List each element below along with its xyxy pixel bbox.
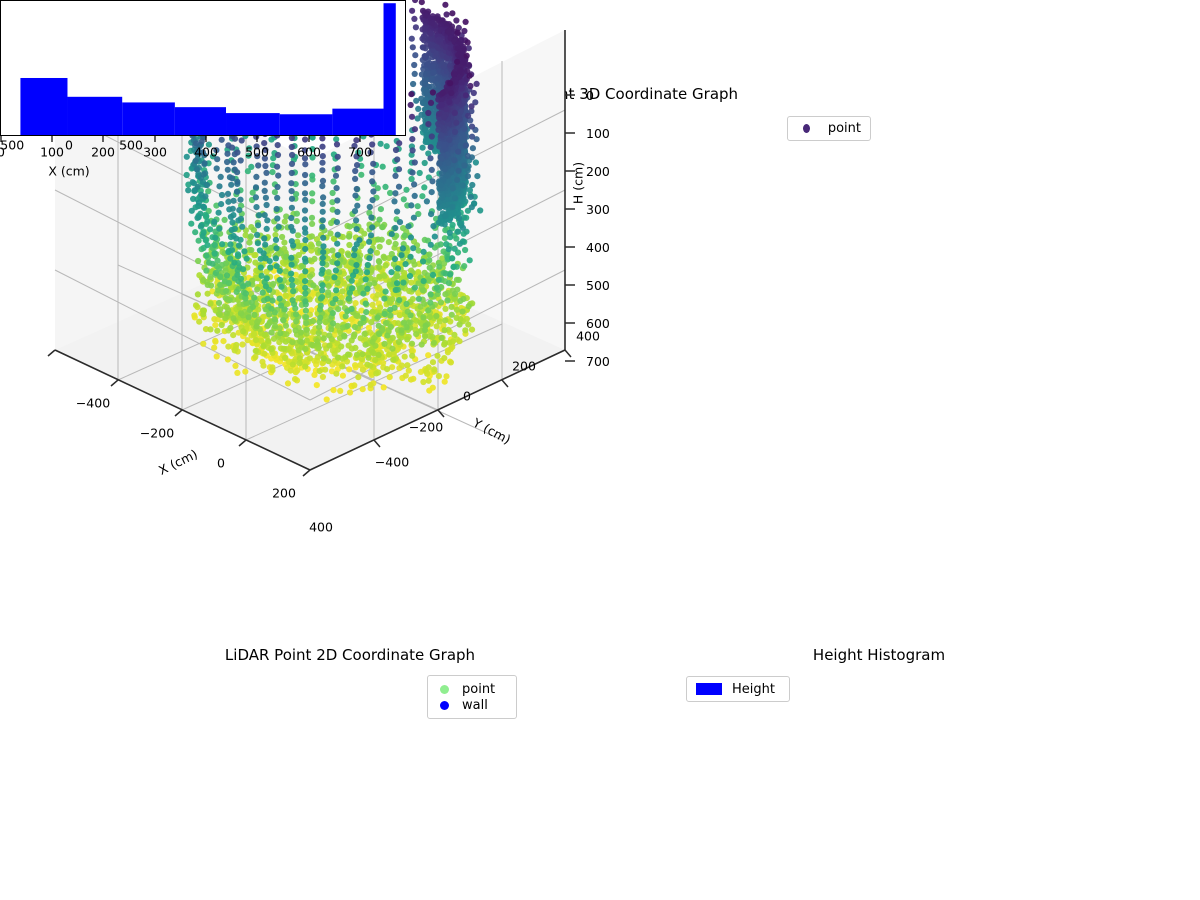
- histogram-legend[interactable]: Height: [686, 676, 790, 702]
- legend-item-point: point: [797, 121, 861, 136]
- plot2d-xaxis-label: X (cm): [48, 163, 90, 179]
- legend-item-height: Height: [696, 682, 780, 697]
- point-marker-icon: [440, 684, 449, 694]
- plot3d-htick-1: 100: [586, 126, 610, 141]
- axis-spines: [54, 30, 566, 471]
- legend-label-point-2d: point: [462, 681, 496, 697]
- plot2d-axes[interactable]: 500 0 −500 −500 0 500 X (cm) Y (cm): [0, 0, 143, 628]
- legend-label-point: point: [827, 121, 861, 136]
- legend-label-wall: wall: [462, 697, 488, 713]
- plot3d-xtick-0: −400: [75, 395, 111, 411]
- plot3d-xtick-1: −200: [139, 425, 175, 441]
- plot3d-htick-3: 300: [586, 202, 610, 217]
- legend-item-point-2d: point: [437, 681, 507, 697]
- plot3d-xtick-2: 0: [217, 455, 225, 471]
- histogram-xtick-0: 0: [0, 144, 5, 160]
- plot3d-htick-5: 500: [586, 278, 610, 293]
- plot3d-ytick-2: 0: [463, 388, 471, 404]
- plot3d-ytick-4: 400: [576, 328, 600, 344]
- plot3d-legend[interactable]: point: [787, 116, 871, 141]
- plot2d-legend[interactable]: point wall: [427, 675, 517, 719]
- histogram-xtick-1: 100: [40, 144, 64, 160]
- plot3d-xtick-4: 400: [309, 519, 333, 535]
- wall-marker-icon: [440, 700, 449, 710]
- plot3d-htick-7: 700: [586, 354, 610, 369]
- histogram-xtick-6: 600: [297, 144, 321, 160]
- histogram-canvas: [20, 3, 396, 135]
- histogram-xtick-3: 300: [143, 144, 167, 160]
- histogram-xtick-5: 500: [245, 144, 269, 160]
- plot2d-xtick-2: 500: [119, 137, 143, 153]
- xaxis-ticks: [47, 349, 311, 477]
- plot3d-ytick-3: 200: [512, 358, 536, 374]
- histogram-xtick-4: 400: [194, 144, 218, 160]
- histogram-axes[interactable]: 0 250 500 750 0 100 200 300 400 500 600 …: [0, 0, 406, 764]
- legend-label-height: Height: [732, 681, 775, 697]
- histogram-bars: [20, 3, 396, 135]
- histogram-tick-marks: [0, 136, 361, 142]
- plot2d-xtick-1: 0: [65, 137, 73, 153]
- histogram-xtick-2: 200: [91, 144, 115, 160]
- plot3d-htick-0: 0: [586, 88, 594, 103]
- plot3d-htick-6: 600: [586, 316, 610, 331]
- point-marker-icon: [803, 124, 810, 133]
- plot3d-canvas: [47, 0, 575, 477]
- histogram-title: Height Histogram: [812, 646, 946, 664]
- plot2d-title: LiDAR Point 2D Coordinate Graph: [224, 646, 476, 664]
- plot3d-ytick-1: −200: [408, 419, 444, 435]
- yaxis-ticks: [373, 349, 572, 448]
- haxis-ticks: [565, 94, 575, 362]
- plot3d-ytick-0: −400: [374, 454, 410, 470]
- histogram-xtick-7: 700: [348, 144, 372, 160]
- height-swatch-icon: [696, 683, 722, 695]
- legend-item-wall: wall: [437, 697, 507, 713]
- plot3d-axes[interactable]: −400 −200 0 200 400 X (cm) −400 −200 0 2…: [0, 0, 620, 535]
- plot2d-xtick-0: −500: [0, 137, 25, 153]
- histogram-frame: [0, 0, 406, 136]
- plot3d-htick-4: 400: [586, 240, 610, 255]
- plot3d-htick-2: 200: [586, 164, 610, 179]
- plot3d-xtick-3: 200: [272, 485, 296, 501]
- plot3d-haxis-label: H (cm): [570, 161, 586, 205]
